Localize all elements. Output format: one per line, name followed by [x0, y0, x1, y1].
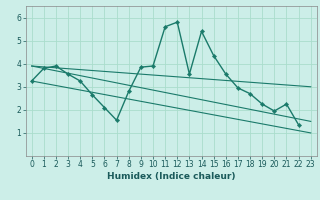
X-axis label: Humidex (Indice chaleur): Humidex (Indice chaleur) [107, 172, 236, 181]
